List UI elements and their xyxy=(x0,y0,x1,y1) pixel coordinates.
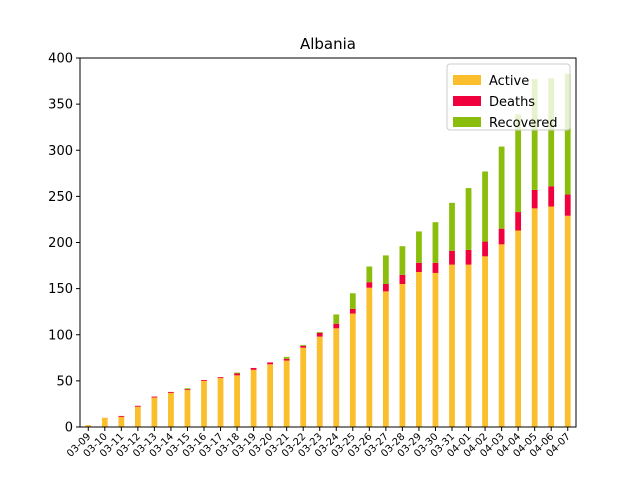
bar-active-03-25 xyxy=(349,313,356,427)
bar-deaths-03-11 xyxy=(118,415,125,417)
bar-deaths-03-31 xyxy=(449,250,455,265)
bar-deaths-04-02 xyxy=(482,241,488,257)
bar-deaths-04-01 xyxy=(465,249,472,265)
bar-recovered-03-18 xyxy=(234,372,240,374)
bar-recovered-04-03 xyxy=(498,146,505,229)
legend-swatch-recovered xyxy=(453,117,481,127)
bar-deaths-03-21 xyxy=(283,358,290,361)
bar-recovered-03-23 xyxy=(316,331,323,333)
y-tick-label-200: 200 xyxy=(48,236,73,251)
bar-recovered-03-27 xyxy=(382,255,389,285)
bar-active-03-31 xyxy=(449,264,455,427)
bar-deaths-03-30 xyxy=(432,262,439,273)
bar-deaths-03-15 xyxy=(184,389,191,391)
bar-deaths-03-25 xyxy=(349,308,356,314)
bar-deaths-03-23 xyxy=(316,332,323,337)
bar-active-03-22 xyxy=(300,347,307,427)
legend-label-active: Active xyxy=(489,74,529,89)
bar-active-03-12 xyxy=(134,406,141,427)
bar-recovered-03-22 xyxy=(300,344,307,346)
bar-deaths-03-29 xyxy=(416,262,422,273)
bar-deaths-03-12 xyxy=(134,405,141,407)
bar-deaths-03-13 xyxy=(151,396,158,398)
bar-active-04-06 xyxy=(548,206,555,427)
bar-recovered-03-26 xyxy=(366,266,373,283)
bar-recovered-04-07 xyxy=(564,73,571,195)
bar-recovered-04-05 xyxy=(531,79,538,190)
bar-deaths-03-22 xyxy=(300,345,307,348)
legend-swatch-deaths xyxy=(453,96,481,106)
bar-active-04-03 xyxy=(498,244,505,427)
bar-deaths-03-27 xyxy=(382,284,389,292)
bar-deaths-04-07 xyxy=(564,194,571,216)
legend-label-recovered: Recovered xyxy=(489,116,558,131)
legend: Active Deaths Recovered xyxy=(446,63,571,131)
bar-recovered-04-02 xyxy=(482,171,488,242)
bar-active-03-24 xyxy=(333,328,340,427)
bar-active-03-27 xyxy=(382,291,389,427)
y-tick-label-400: 400 xyxy=(48,52,73,67)
bar-recovered-03-29 xyxy=(416,231,422,263)
bar-active-03-21 xyxy=(283,360,290,427)
bar-deaths-03-14 xyxy=(168,391,174,393)
bar-deaths-04-06 xyxy=(548,186,555,207)
bar-active-03-13 xyxy=(151,397,158,427)
bar-active-03-18 xyxy=(234,375,240,427)
bar-recovered-03-15 xyxy=(184,388,191,390)
bar-deaths-03-24 xyxy=(333,323,340,329)
plot-frame xyxy=(79,57,577,428)
bar-active-04-05 xyxy=(531,208,538,427)
chart-title: Albania xyxy=(300,35,356,53)
legend-label-deaths: Deaths xyxy=(489,95,535,110)
bar-active-03-19 xyxy=(250,369,257,427)
bar-recovered-04-01 xyxy=(465,188,472,250)
y-tick-label-350: 350 xyxy=(48,98,73,113)
bar-active-03-09 xyxy=(85,425,92,427)
y-tick-label-0: 0 xyxy=(65,421,73,436)
bar-recovered-04-06 xyxy=(548,78,555,187)
bars-group xyxy=(85,73,571,428)
bar-deaths-03-28 xyxy=(399,274,406,285)
bar-active-03-23 xyxy=(316,336,323,427)
bar-active-04-01 xyxy=(465,264,472,427)
bar-deaths-03-18 xyxy=(234,373,240,376)
bar-active-03-11 xyxy=(118,416,125,427)
y-tick-label-150: 150 xyxy=(48,282,73,297)
bar-active-03-26 xyxy=(366,287,373,427)
bar-active-03-16 xyxy=(201,380,207,428)
bar-deaths-03-20 xyxy=(267,362,274,365)
bar-recovered-03-21 xyxy=(283,356,290,359)
bar-active-03-29 xyxy=(416,272,422,427)
bar-active-03-17 xyxy=(217,378,224,427)
bar-recovered-03-28 xyxy=(399,246,406,275)
bar-active-03-28 xyxy=(399,284,406,427)
y-tick-label-100: 100 xyxy=(48,328,73,343)
bar-recovered-03-31 xyxy=(449,202,455,251)
bar-recovered-03-30 xyxy=(432,222,439,263)
bar-active-03-15 xyxy=(184,390,191,427)
bar-deaths-04-04 xyxy=(515,212,522,231)
bar-active-03-20 xyxy=(267,364,274,427)
bar-active-04-02 xyxy=(482,256,488,427)
y-tick-label-250: 250 xyxy=(48,190,73,205)
y-axis: 0 50 100 150 200 250 300 350 400 xyxy=(48,52,80,436)
bar-active-03-10 xyxy=(101,417,108,427)
bar-deaths-04-03 xyxy=(498,228,505,245)
bar-deaths-03-19 xyxy=(250,367,257,370)
bar-active-03-14 xyxy=(168,392,174,427)
bar-active-04-07 xyxy=(564,215,571,427)
bar-deaths-03-17 xyxy=(217,377,224,379)
bar-deaths-04-05 xyxy=(531,189,538,209)
bar-deaths-03-26 xyxy=(366,282,373,288)
bar-recovered-04-04 xyxy=(515,114,522,213)
y-tick-label-50: 50 xyxy=(56,374,73,389)
legend-swatch-active xyxy=(453,75,481,85)
bar-active-04-04 xyxy=(515,230,522,427)
bar-active-03-30 xyxy=(432,272,439,427)
bar-deaths-03-16 xyxy=(201,379,207,381)
bar-recovered-03-24 xyxy=(333,314,340,324)
y-tick-label-300: 300 xyxy=(48,144,73,159)
bar-recovered-03-25 xyxy=(349,293,356,309)
